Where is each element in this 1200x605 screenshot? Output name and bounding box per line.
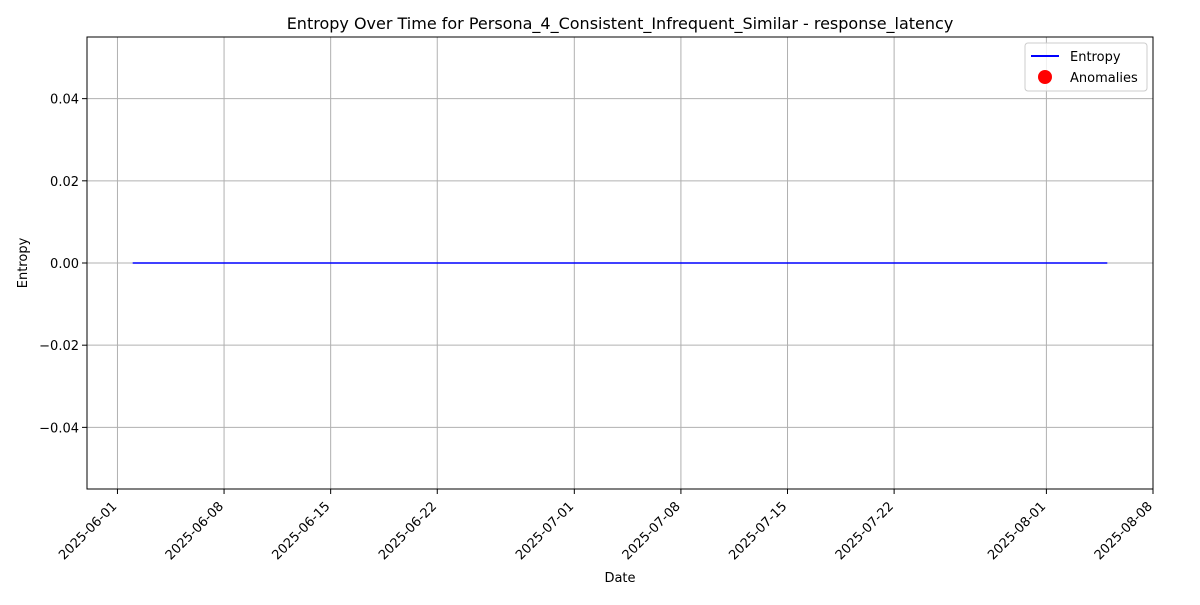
y-tick-label: −0.02 [39, 339, 79, 354]
y-tick-label: 0.02 [50, 175, 79, 190]
y-axis-label: Entropy [16, 237, 31, 288]
legend-anomalies-swatch [1038, 70, 1052, 84]
x-axis-label: Date [604, 571, 635, 586]
chart-title: Entropy Over Time for Persona_4_Consiste… [287, 14, 954, 34]
legend: Entropy Anomalies [1024, 42, 1148, 92]
legend-entropy-label: Entropy [1070, 50, 1121, 65]
legend-anomalies-label: Anomalies [1070, 71, 1138, 86]
y-tick-label: 0.00 [50, 257, 79, 272]
y-tick-label: 0.04 [50, 93, 79, 108]
y-tick-label: −0.04 [39, 421, 79, 436]
